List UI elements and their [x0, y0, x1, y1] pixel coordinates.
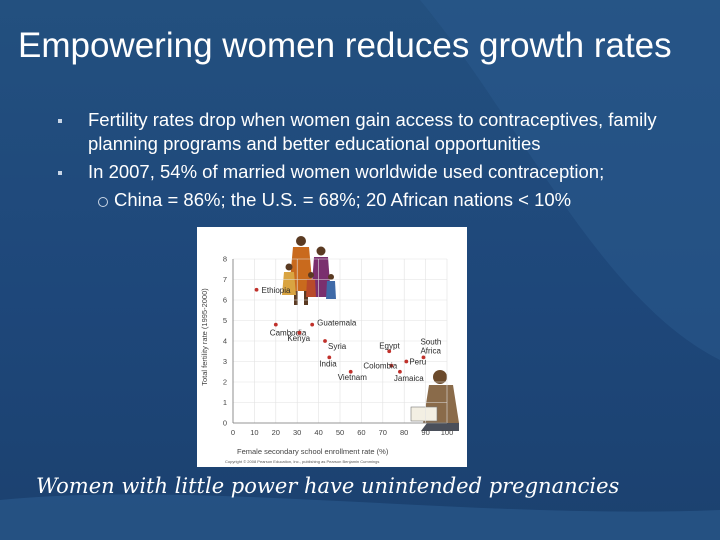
sub-bullet-item: China = 86%; the U.S. = 68%; 20 African …: [58, 188, 708, 212]
bullet-marker-icon: [58, 119, 62, 123]
y-tick-label: 3: [223, 357, 227, 366]
y-tick-label: 4: [223, 337, 227, 346]
sub-bullet-text: China = 86%; the U.S. = 68%; 20 African …: [114, 189, 572, 210]
x-tick-label: 60: [357, 428, 365, 437]
bullet-list: Fertility rates drop when women gain acc…: [58, 108, 708, 212]
point-label: Jamaica: [394, 374, 424, 383]
x-tick-label: 20: [272, 428, 280, 437]
data-point: [398, 369, 402, 374]
student-reading-illustration-icon: [410, 370, 459, 431]
y-tick-label: 8: [223, 255, 227, 264]
x-tick-label: 10: [250, 428, 258, 437]
fertility-chart-figure: 0 1 2 3 4 5 6 7 8 0 10 20 30 40 50 60 70 80 90 100 Ethiopia…: [197, 227, 467, 467]
x-tick-label: 100: [441, 428, 454, 437]
bullet-text: In 2007, 54% of married women worldwide …: [88, 161, 605, 182]
slide-caption: Women with little power have unintended …: [36, 474, 620, 498]
x-tick-label: 90: [421, 428, 429, 437]
data-point: [348, 369, 353, 374]
data-point: [389, 363, 394, 368]
x-tick-label: 70: [379, 428, 387, 437]
data-point: [273, 322, 278, 327]
data-point: [323, 339, 327, 343]
x-tick-label: 0: [231, 428, 235, 437]
y-tick-label: 6: [223, 296, 227, 305]
data-point: [327, 355, 332, 360]
bullet-item: Fertility rates drop when women gain acc…: [58, 108, 708, 156]
slide-title: Empowering women reduces growth rates: [18, 26, 672, 65]
data-point: [387, 349, 392, 354]
point-label: Egypt: [379, 341, 400, 350]
data-point: [310, 322, 315, 327]
data-point: [254, 287, 259, 292]
x-tick-label: 40: [314, 428, 322, 437]
data-point: [404, 359, 409, 364]
x-tick-label: 50: [336, 428, 344, 437]
point-label: India: [319, 359, 337, 368]
point-label: Syria: [328, 342, 347, 351]
x-tick-label: 80: [400, 428, 408, 437]
y-tick-label: 0: [223, 419, 227, 428]
copyright-credit: Copyright © 2008 Pearson Education, Inc.…: [225, 459, 379, 464]
y-tick-label: 2: [223, 378, 227, 387]
bullet-item: In 2007, 54% of married women worldwide …: [58, 160, 708, 184]
y-tick-label: 7: [223, 275, 227, 284]
point-label: South Africa: [420, 337, 441, 355]
sub-bullet-marker-icon: [98, 197, 108, 207]
women-children-illustration-icon: [282, 236, 336, 305]
bullet-marker-icon: [58, 171, 62, 175]
chart-points: Ethiopia Cambodia Guatemala Kenya Syria India…: [254, 286, 441, 383]
y-tick-label: 1: [223, 398, 227, 407]
y-tick-label: 5: [223, 316, 227, 325]
point-label: Colombia: [363, 362, 397, 371]
bullet-text: Fertility rates drop when women gain acc…: [88, 109, 657, 154]
point-label: Peru: [409, 358, 426, 367]
point-label: Ethiopia: [262, 286, 291, 295]
data-point: [421, 355, 426, 360]
y-axis-label: Total fertility rate (1995-2000): [200, 288, 209, 386]
point-label: Cambodia: [270, 329, 307, 338]
point-label: Guatemala: [317, 319, 357, 328]
data-point: [297, 330, 302, 335]
point-label: Kenya: [287, 334, 310, 343]
x-axis-label: Female secondary school enrollment rate …: [237, 447, 389, 456]
x-tick-label: 30: [293, 428, 301, 437]
point-label: Vietnam: [338, 373, 368, 382]
